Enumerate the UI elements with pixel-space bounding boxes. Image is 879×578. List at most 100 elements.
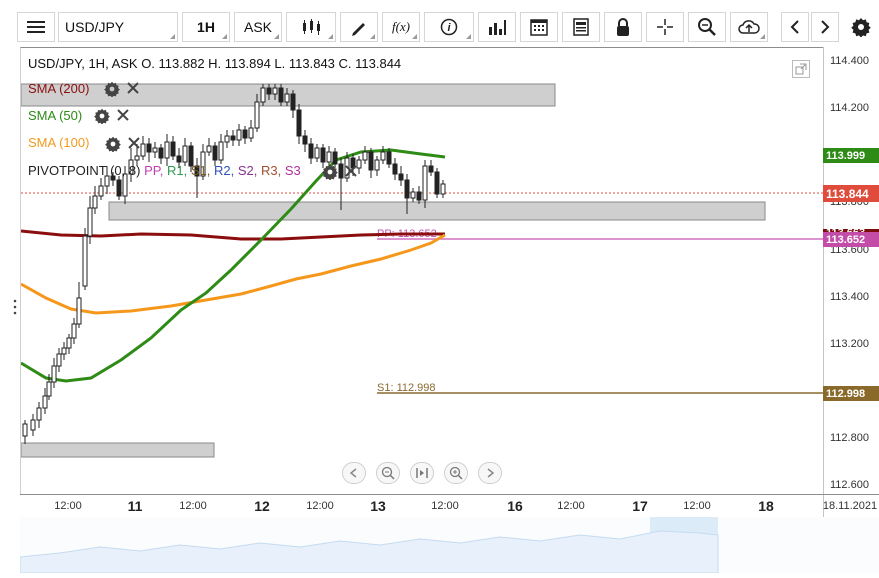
pivot-s1-text: S1: 112.998 <box>377 382 436 394</box>
date-label: 18.11.2021 <box>822 500 878 512</box>
sma100-settings-icon[interactable] <box>105 136 121 153</box>
zoom-in-button[interactable] <box>444 462 468 484</box>
legend-sma200[interactable]: SMA (200) <box>28 81 89 96</box>
candle <box>302 130 308 152</box>
candle <box>386 148 392 168</box>
candle <box>212 142 218 166</box>
time-tick: 12:00 <box>431 500 459 512</box>
info-icon: i <box>440 18 458 36</box>
sma200-settings-icon[interactable] <box>104 81 120 98</box>
chart-area[interactable]: PP: 113.652 S1: 112.998 <box>20 47 824 495</box>
candle <box>218 134 224 164</box>
candle <box>110 172 116 186</box>
time-tick-day: 16 <box>507 498 523 514</box>
info-button[interactable]: i <box>424 12 474 42</box>
candle <box>224 130 230 148</box>
sma50-close-icon[interactable] <box>116 108 132 124</box>
scroll-right-button[interactable] <box>478 462 502 484</box>
left-edge-handle[interactable] <box>13 298 17 316</box>
candle <box>230 130 236 146</box>
candle <box>82 228 88 290</box>
candle <box>158 144 164 164</box>
symbol-label: USD/JPY <box>65 19 125 35</box>
candle <box>122 166 128 204</box>
candle <box>170 136 176 160</box>
candle <box>46 374 52 400</box>
time-axis[interactable]: 12:00 11 12:00 12 12:00 13 12:00 16 12:0… <box>20 494 879 518</box>
menu-icon <box>27 21 45 33</box>
menu-button[interactable] <box>17 12 55 42</box>
pp-value-badge: 113.652 <box>823 232 879 247</box>
candle <box>416 186 422 204</box>
candle <box>368 148 374 178</box>
legend-sma100[interactable]: SMA (100) <box>28 135 89 150</box>
candle <box>392 158 398 180</box>
interval-label: 1H <box>197 19 215 35</box>
candlestick-type-icon <box>303 19 320 35</box>
sma100-line <box>21 233 446 315</box>
candle <box>51 358 57 388</box>
calendar-icon <box>530 19 548 36</box>
sma50-value-badge: 113.999 <box>823 148 879 163</box>
draw-button[interactable] <box>340 12 378 42</box>
zoom-out-button[interactable] <box>376 462 400 484</box>
interval-select[interactable]: 1H <box>182 12 230 42</box>
sma200-close-icon[interactable] <box>126 81 142 97</box>
time-tick: 12:00 <box>54 500 82 512</box>
sma50-settings-icon[interactable] <box>94 108 110 125</box>
scroll-right-icon <box>487 468 495 478</box>
legend-pivotpoint[interactable]: PIVOTPOINT (0, 8) PP, R1, S1, R2, S2, R3… <box>28 163 301 178</box>
candle <box>66 334 72 354</box>
zoom-in-icon <box>449 466 463 480</box>
candle <box>22 420 28 444</box>
candle <box>284 88 290 106</box>
fullscreen-icon[interactable] <box>792 60 810 78</box>
candle <box>404 174 410 214</box>
candle <box>290 90 296 118</box>
indicator-chart-button[interactable] <box>478 12 516 42</box>
chart-type-button[interactable] <box>286 12 336 42</box>
price-label-113600: 113.600 <box>830 244 869 256</box>
candle <box>61 342 67 360</box>
reset-view-button[interactable] <box>410 462 434 484</box>
chevron-left-icon <box>790 20 799 34</box>
candle <box>278 84 284 106</box>
cloud-button[interactable] <box>730 12 768 42</box>
pivot-close-icon[interactable] <box>344 164 360 180</box>
pivot-r1-label: R1, <box>166 163 188 178</box>
price-label-114400: 114.400 <box>830 55 869 67</box>
navigator-strip[interactable] <box>19 517 879 574</box>
candle <box>87 196 93 244</box>
pivot-r3-label: R3, <box>260 163 282 178</box>
candle <box>248 120 254 142</box>
pivot-s1-label: S1, <box>190 163 211 178</box>
zoom-icon <box>698 18 716 36</box>
scroll-left-button[interactable] <box>342 462 366 484</box>
sma100-close-icon[interactable] <box>127 136 143 152</box>
next-button[interactable] <box>811 12 839 42</box>
candle <box>398 166 404 186</box>
candle <box>76 282 82 328</box>
candle <box>176 148 182 168</box>
function-button[interactable]: f(x) <box>382 12 420 42</box>
zoom-button[interactable] <box>688 12 726 42</box>
prev-button[interactable] <box>781 12 809 42</box>
settings-button[interactable] <box>848 14 874 40</box>
price-axis[interactable] <box>823 47 879 517</box>
report-button[interactable] <box>562 12 600 42</box>
time-tick-day: 11 <box>127 498 143 514</box>
calendar-button[interactable] <box>520 12 558 42</box>
symbol-select[interactable]: USD/JPY <box>58 12 178 42</box>
pivot-settings-icon[interactable] <box>322 164 338 181</box>
price-type-select[interactable]: ASK <box>234 12 282 42</box>
lock-button[interactable] <box>604 12 642 42</box>
chevron-right-icon <box>821 20 830 34</box>
time-tick: 12:00 <box>179 500 207 512</box>
time-tick-day: 17 <box>632 498 648 514</box>
legend-sma50[interactable]: SMA (50) <box>28 108 82 123</box>
crosshair-button[interactable] <box>646 12 684 42</box>
candle <box>146 138 152 162</box>
legend-sma100-label: SMA (100) <box>28 135 90 150</box>
candle <box>356 156 362 174</box>
